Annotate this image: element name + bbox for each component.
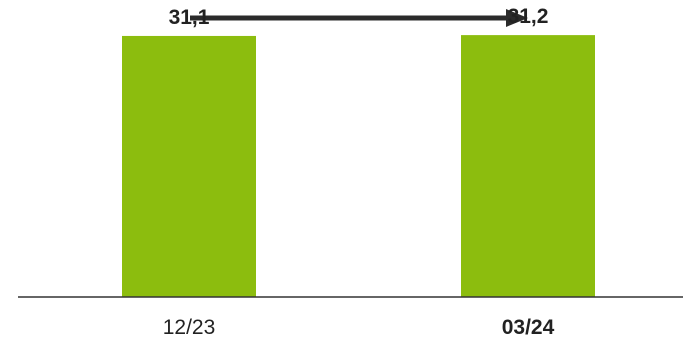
category-label: 12/23 (163, 316, 216, 339)
bar-12-23 (122, 35, 256, 297)
trend-arrow (190, 9, 528, 27)
bar-03-24 (461, 35, 595, 297)
category-label: 03/24 (502, 316, 555, 339)
trend-arrow-head (506, 9, 528, 27)
category-labels: 12/23 03/24 (163, 316, 555, 339)
value-label: 31,2 (508, 5, 549, 28)
value-label: 31,1 (169, 6, 210, 29)
bars (122, 35, 595, 297)
value-labels: 31,1 31,2 (169, 5, 549, 29)
